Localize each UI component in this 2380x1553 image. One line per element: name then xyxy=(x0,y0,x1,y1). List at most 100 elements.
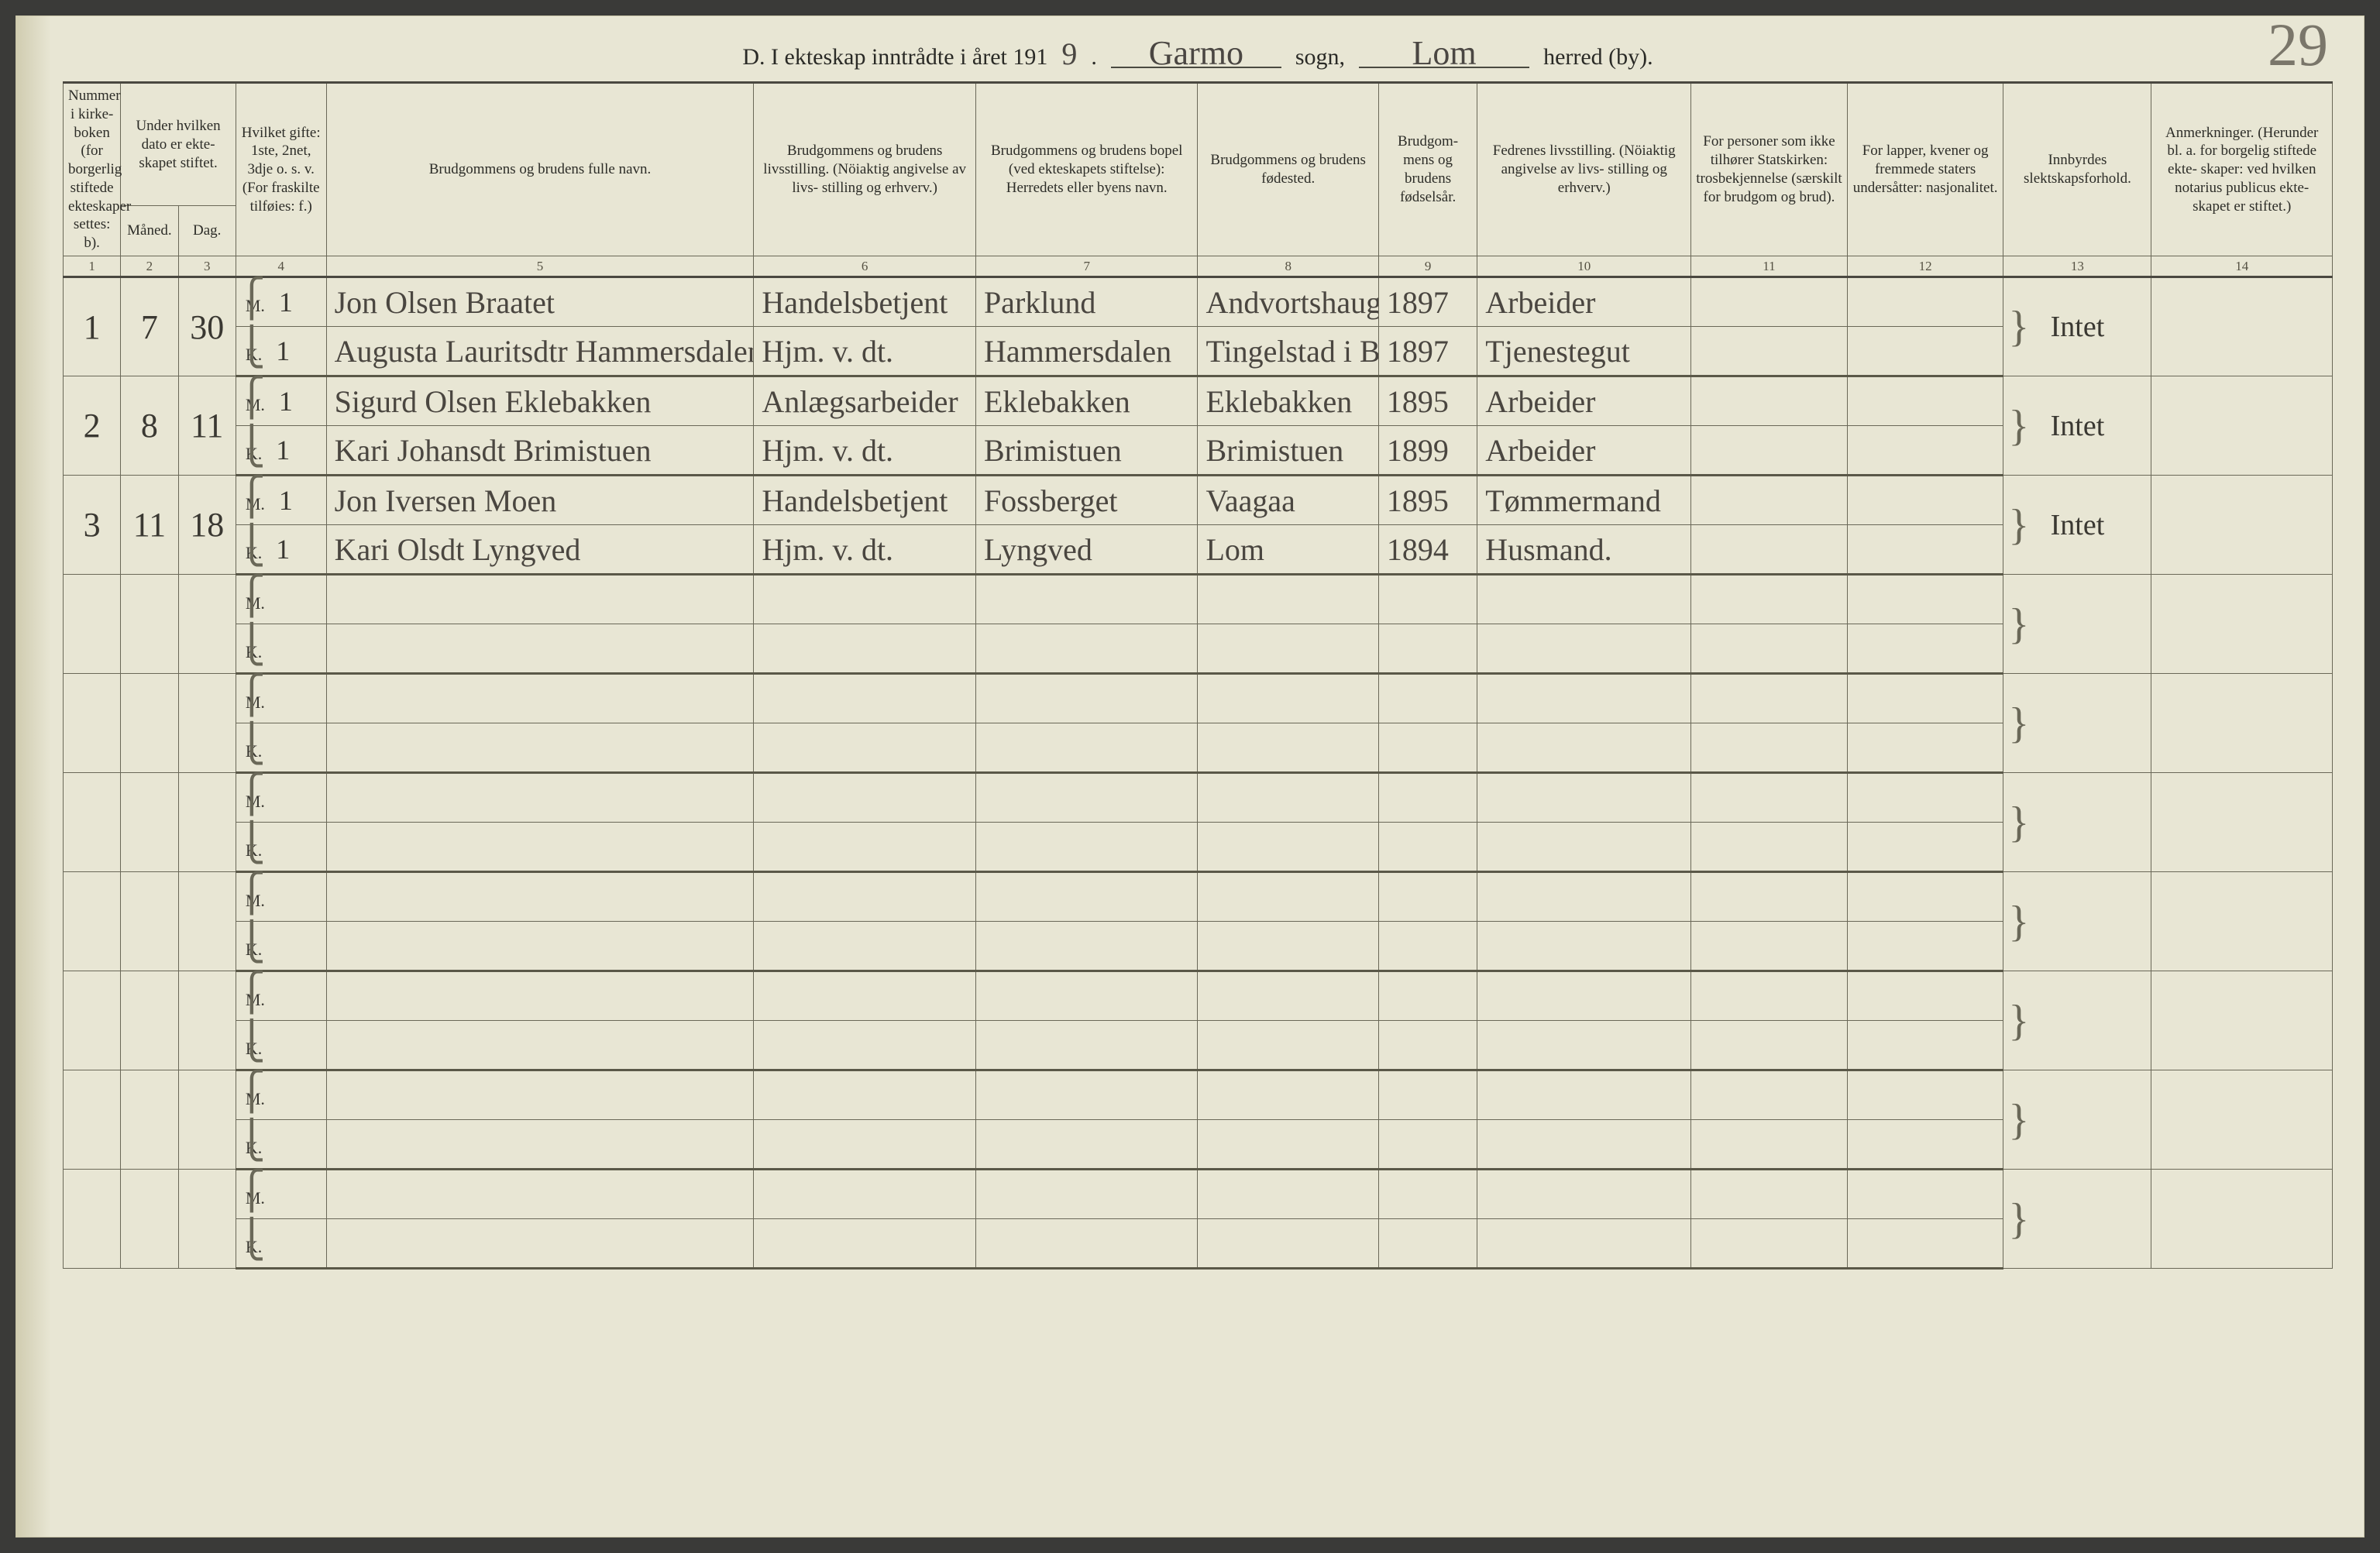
k-bopel: Hammersdalen xyxy=(975,327,1198,376)
table-row: 2811⎧M.1Sigurd Olsen EklebakkenAnlægsarb… xyxy=(64,376,2333,426)
k-stilling xyxy=(754,1021,976,1070)
c11 xyxy=(1691,376,1848,426)
k-aar: 1897 xyxy=(1378,327,1477,376)
table-body: 1730⎧M.1Jon Olsen BraatetHandelsbetjentP… xyxy=(64,277,2333,1269)
slektskap: } xyxy=(2003,872,2151,971)
month xyxy=(121,1170,178,1269)
k-bopel xyxy=(975,1219,1198,1269)
year-suffix: 9 xyxy=(1061,42,1077,67)
table-row: ⎧M.} xyxy=(64,575,2333,624)
c12 xyxy=(1847,723,2003,773)
k-fodested xyxy=(1198,922,1378,971)
mk-gifte: ⎧M.1 xyxy=(236,376,326,426)
slektskap: } xyxy=(2003,674,2151,773)
col-header-8: Brudgommens og brudens fødested. xyxy=(1198,83,1378,256)
anmerkninger xyxy=(2151,773,2333,872)
mk-gifte: ⎩K. xyxy=(236,823,326,872)
table-head: Nummer i kirke- boken (for borgerlig sti… xyxy=(64,83,2333,277)
mk-gifte: ⎩K.1 xyxy=(236,327,326,376)
c12 xyxy=(1847,971,2003,1021)
entry-number: 2 xyxy=(64,376,121,476)
m-far xyxy=(1477,971,1691,1021)
k-stilling xyxy=(754,1120,976,1170)
m-aar: 1895 xyxy=(1378,476,1477,525)
ledger-page: 29 D. I ekteskap inntrådte i året 1919. … xyxy=(15,15,2365,1538)
k-aar xyxy=(1378,1021,1477,1070)
month xyxy=(121,1070,178,1170)
mk-gifte: ⎩K. xyxy=(236,723,326,773)
c12 xyxy=(1847,1021,2003,1070)
c11 xyxy=(1691,723,1848,773)
m-aar xyxy=(1378,575,1477,624)
m-far: Arbeider xyxy=(1477,277,1691,327)
col-num: 13 xyxy=(2003,256,2151,277)
c11 xyxy=(1691,327,1848,376)
col-num: 6 xyxy=(754,256,976,277)
anmerkninger xyxy=(2151,872,2333,971)
mk-gifte: ⎧M. xyxy=(236,773,326,823)
m-aar xyxy=(1378,971,1477,1021)
m-fodested xyxy=(1198,1070,1378,1120)
entry-number: 3 xyxy=(64,476,121,575)
anmerkninger xyxy=(2151,1170,2333,1269)
m-far xyxy=(1477,1170,1691,1219)
m-stilling xyxy=(754,1070,976,1120)
c11 xyxy=(1691,525,1848,575)
m-name: Jon Olsen Braatet xyxy=(326,277,754,327)
k-bopel xyxy=(975,823,1198,872)
sogn-value: Garmo xyxy=(1111,40,1281,68)
m-name xyxy=(326,872,754,922)
table-row: ⎧M.} xyxy=(64,1070,2333,1120)
mk-gifte: ⎩K. xyxy=(236,1120,326,1170)
m-bopel xyxy=(975,971,1198,1021)
day xyxy=(178,773,236,872)
c12 xyxy=(1847,476,2003,525)
m-bopel xyxy=(975,1070,1198,1120)
col-num: 11 xyxy=(1691,256,1848,277)
k-far xyxy=(1477,823,1691,872)
k-aar xyxy=(1378,624,1477,674)
k-bopel: Brimistuen xyxy=(975,426,1198,476)
m-far xyxy=(1477,1070,1691,1120)
gifte-value: 1 xyxy=(279,485,293,516)
col-num: 9 xyxy=(1378,256,1477,277)
mk-gifte: ⎧M. xyxy=(236,575,326,624)
k-fodested xyxy=(1198,823,1378,872)
c12 xyxy=(1847,426,2003,476)
col-number-row: 1 2 3 4 5 6 7 8 9 10 11 12 13 14 xyxy=(64,256,2333,277)
entry-number xyxy=(64,575,121,674)
anmerkninger xyxy=(2151,277,2333,376)
mk-gifte: ⎧M. xyxy=(236,674,326,723)
col-header-11: For personer som ikke tilhører Statskirk… xyxy=(1691,83,1848,256)
k-name: Kari Olsdt Lyngved xyxy=(326,525,754,575)
col-num: 4 xyxy=(236,256,326,277)
table-row: ⎩K. xyxy=(64,1120,2333,1170)
k-bopel xyxy=(975,922,1198,971)
entry-number xyxy=(64,971,121,1070)
mk-gifte: ⎧M. xyxy=(236,971,326,1021)
mk-gifte: ⎩K.1 xyxy=(236,525,326,575)
slektskap: } xyxy=(2003,575,2151,674)
k-stilling xyxy=(754,723,976,773)
k-name: Kari Johansdt Brimistuen xyxy=(326,426,754,476)
col-header-3: Dag. xyxy=(178,206,236,256)
day xyxy=(178,575,236,674)
c11 xyxy=(1691,773,1848,823)
col-num: 1 xyxy=(64,256,121,277)
k-name xyxy=(326,823,754,872)
m-stilling xyxy=(754,1170,976,1219)
k-fodested xyxy=(1198,1021,1378,1070)
anmerkninger xyxy=(2151,1070,2333,1170)
k-name xyxy=(326,1021,754,1070)
m-far xyxy=(1477,773,1691,823)
c11 xyxy=(1691,277,1848,327)
k-aar xyxy=(1378,1120,1477,1170)
k-bopel xyxy=(975,1120,1198,1170)
m-name xyxy=(326,773,754,823)
mk-gifte: ⎧M. xyxy=(236,1070,326,1120)
c12 xyxy=(1847,376,2003,426)
table-row: ⎩K.1Augusta Lauritsdtr HammersdalenHjm. … xyxy=(64,327,2333,376)
c12 xyxy=(1847,674,2003,723)
k-aar: 1894 xyxy=(1378,525,1477,575)
k-name xyxy=(326,723,754,773)
